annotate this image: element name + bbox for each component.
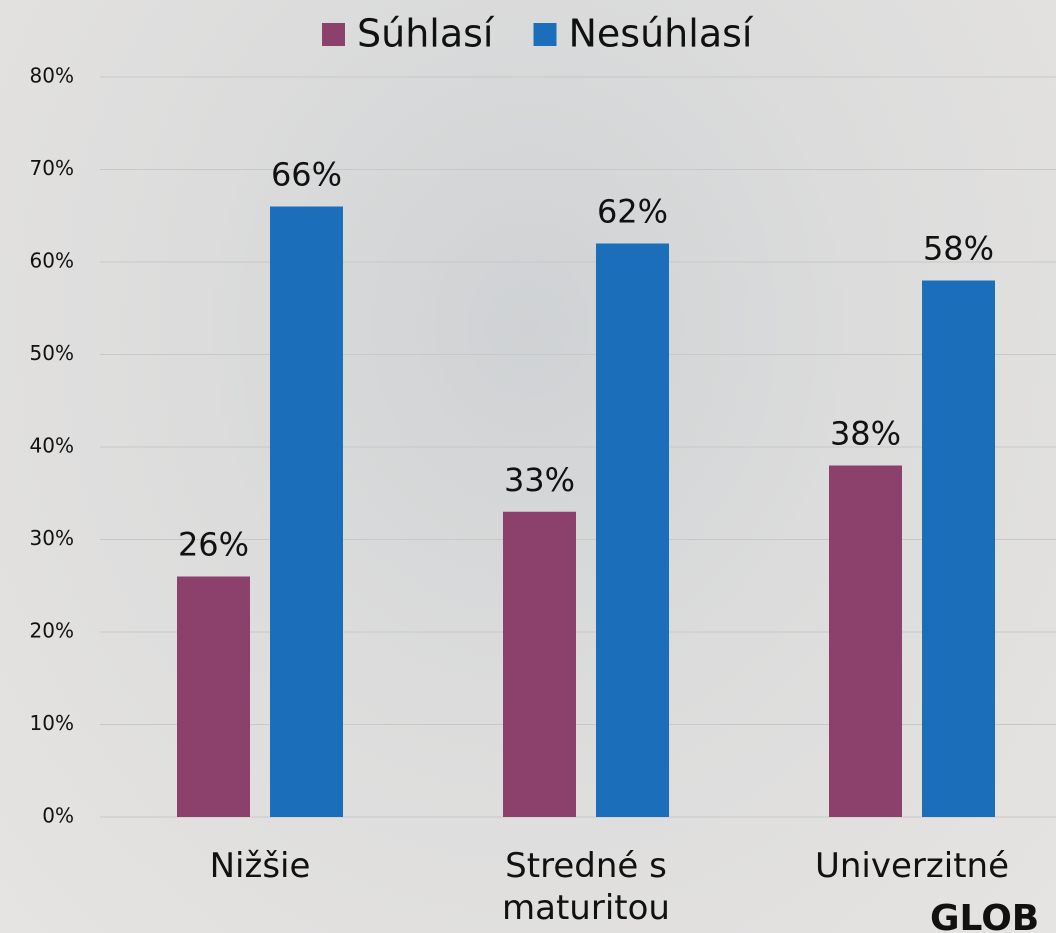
- y-tick-label: 50%: [30, 341, 74, 365]
- bar: [270, 207, 343, 818]
- watermark: GLOB: [930, 898, 1039, 933]
- legend-swatch: [322, 23, 345, 46]
- value-label: 58%: [923, 230, 994, 268]
- value-label: 66%: [271, 156, 342, 194]
- x-tick-label: Nižšie: [140, 845, 380, 887]
- y-tick-label: 20%: [30, 619, 74, 643]
- bar: [177, 577, 250, 818]
- value-label: 33%: [504, 461, 575, 499]
- y-tick-label: 80%: [30, 64, 74, 88]
- y-tick-label: 40%: [30, 434, 74, 458]
- legend-label: Súhlasí: [357, 12, 495, 56]
- x-tick-label: Stredné s maturitou: [466, 845, 706, 929]
- y-tick-label: 30%: [30, 526, 74, 550]
- page: 0% 10% 20% 30% 40% 50% 60% 70% 80% 26% 66% 33% 62% 38…: [0, 0, 1056, 933]
- y-tick-label: 10%: [30, 711, 74, 735]
- bar: [922, 281, 995, 818]
- value-label: 62%: [597, 193, 668, 231]
- value-label: 26%: [178, 526, 249, 564]
- x-tick-label: Univerzitné: [792, 845, 1032, 887]
- bar: [829, 466, 902, 818]
- value-label: 38%: [830, 415, 901, 453]
- y-tick-label: 60%: [30, 249, 74, 273]
- y-tick-label: 0%: [42, 804, 74, 828]
- legend-swatch: [534, 23, 557, 46]
- y-tick-label: 70%: [30, 156, 74, 180]
- chart: 0% 10% 20% 30% 40% 50% 60% 70% 80% 26% 66% 33% 62% 38…: [0, 0, 1056, 933]
- legend-label: Nesúhlasí: [569, 12, 754, 56]
- bar: [503, 512, 576, 817]
- bar: [596, 244, 669, 818]
